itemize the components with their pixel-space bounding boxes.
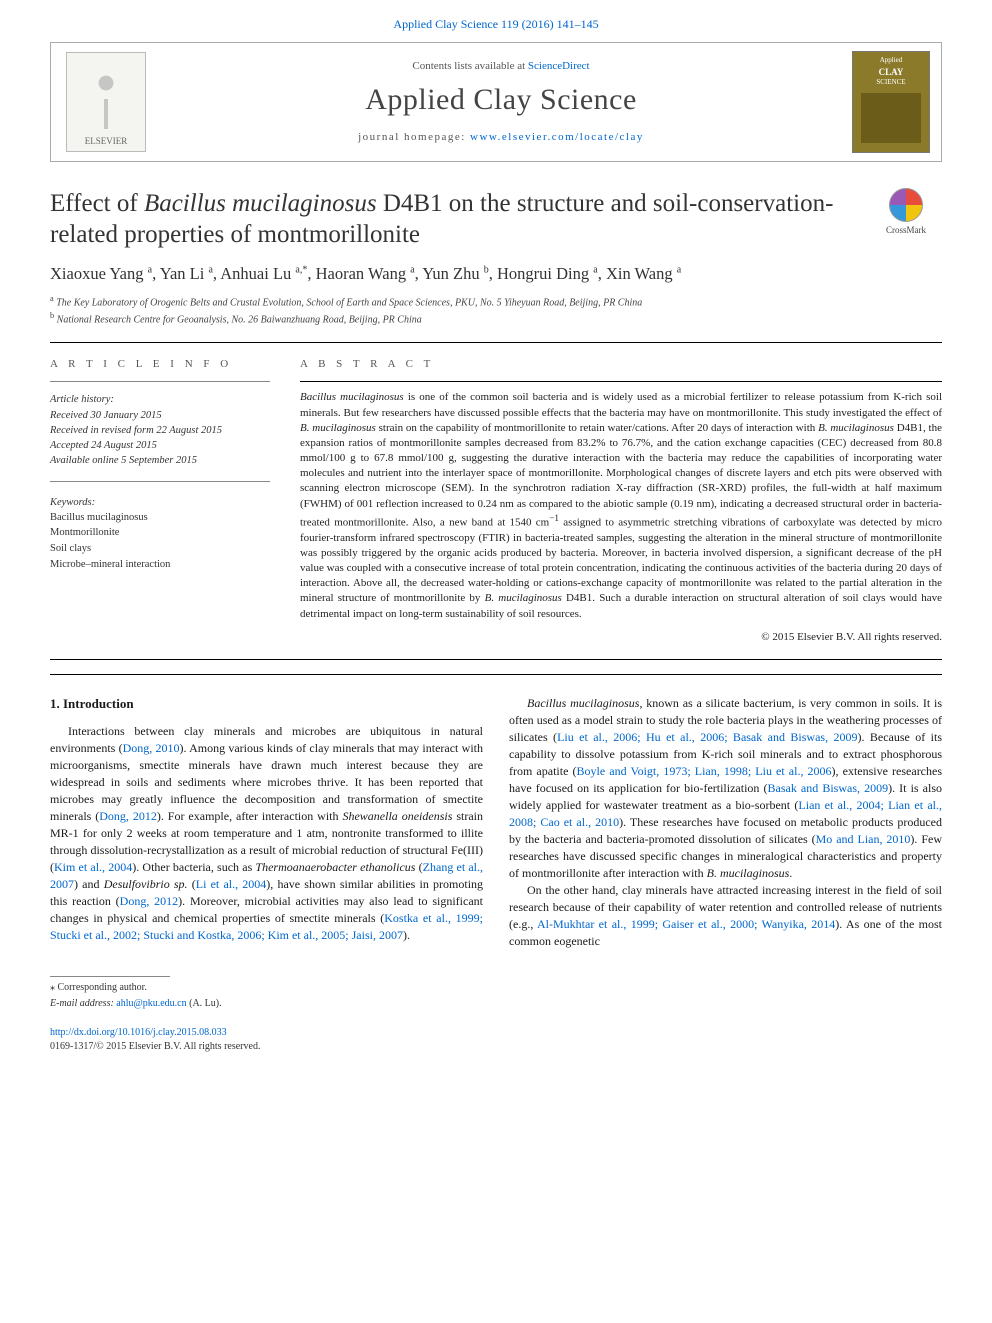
history-revised: Received in revised form 22 August 2015 bbox=[50, 423, 270, 438]
keywords-list: Bacillus mucilaginosusMontmorilloniteSoi… bbox=[50, 510, 270, 573]
cover-label: SCIENCE bbox=[876, 78, 905, 87]
abstract-text: Bacillus mucilaginosus is one of the com… bbox=[300, 390, 942, 621]
article-title: Effect of Bacillus mucilaginosus D4B1 on… bbox=[50, 188, 850, 251]
full-width-rule bbox=[50, 674, 942, 675]
abstract-column: A B S T R A C T Bacillus mucilaginosus i… bbox=[300, 357, 942, 645]
cover-image-icon bbox=[861, 93, 921, 143]
body-text: 1. Introduction Interactions between cla… bbox=[50, 695, 942, 950]
publisher-name: ELSEVIER bbox=[85, 135, 128, 147]
contents-prefix: Contents lists available at bbox=[412, 60, 527, 72]
body-paragraph: On the other hand, clay minerals have at… bbox=[509, 882, 942, 950]
email-line: E-mail address: ahlu@pku.edu.cn (A. Lu). bbox=[50, 997, 942, 1011]
homepage-line: journal homepage: www.elsevier.com/locat… bbox=[358, 130, 644, 145]
title-prefix: Effect of bbox=[50, 190, 144, 217]
affiliation-a: a The Key Laboratory of Orogenic Belts a… bbox=[50, 293, 942, 310]
affiliations: a The Key Laboratory of Orogenic Belts a… bbox=[50, 293, 942, 328]
header-center: Contents lists available at ScienceDirec… bbox=[161, 43, 841, 161]
history-online: Available online 5 September 2015 bbox=[50, 453, 270, 468]
email-link[interactable]: ahlu@pku.edu.cn bbox=[116, 998, 186, 1009]
homepage-link[interactable]: www.elsevier.com/locate/clay bbox=[470, 131, 644, 143]
contents-line: Contents lists available at ScienceDirec… bbox=[412, 59, 589, 74]
title-species: Bacillus mucilaginosus bbox=[144, 190, 377, 217]
body-paragraph: Bacillus mucilaginosus, known as a silic… bbox=[509, 695, 942, 882]
article-info-column: A R T I C L E I N F O Article history: R… bbox=[50, 357, 270, 645]
doi-link[interactable]: http://dx.doi.org/10.1016/j.clay.2015.08… bbox=[50, 1027, 227, 1038]
separator-rule bbox=[50, 659, 942, 660]
affiliation-b: b National Research Centre for Geoanalys… bbox=[50, 310, 942, 327]
article-history: Article history: Received 30 January 201… bbox=[50, 392, 270, 468]
info-rule bbox=[50, 381, 270, 382]
journal-name: Applied Clay Science bbox=[365, 80, 637, 121]
section-heading: 1. Introduction bbox=[50, 695, 483, 713]
history-label: Article history: bbox=[50, 392, 270, 407]
cover-label: CLAY bbox=[879, 66, 904, 78]
doi-line: http://dx.doi.org/10.1016/j.clay.2015.08… bbox=[50, 1026, 942, 1040]
crossmark-label: CrossMark bbox=[886, 224, 926, 236]
journal-ref-link[interactable]: Applied Clay Science 119 (2016) 141–145 bbox=[393, 17, 598, 31]
author-list: Xiaoxue Yang a, Yan Li a, Anhuai Lu a,*,… bbox=[50, 263, 942, 285]
history-accepted: Accepted 24 August 2015 bbox=[50, 438, 270, 453]
copyright-line: © 2015 Elsevier B.V. All rights reserved… bbox=[300, 630, 942, 645]
elsevier-tree-icon bbox=[81, 69, 131, 129]
info-rule bbox=[50, 481, 270, 482]
article-info-heading: A R T I C L E I N F O bbox=[50, 357, 270, 372]
homepage-prefix: journal homepage: bbox=[358, 131, 470, 143]
footnote-rule bbox=[50, 976, 170, 977]
abstract-rule bbox=[300, 381, 942, 382]
page-footer: ⁎ Corresponding author. E-mail address: … bbox=[50, 976, 942, 1053]
crossmark-icon bbox=[889, 188, 923, 222]
corresponding-author: ⁎ Corresponding author. bbox=[50, 981, 942, 995]
journal-reference: Applied Clay Science 119 (2016) 141–145 bbox=[0, 0, 992, 42]
issn-copyright: 0169-1317/© 2015 Elsevier B.V. All right… bbox=[50, 1040, 942, 1054]
abstract-heading: A B S T R A C T bbox=[300, 357, 942, 372]
separator-rule bbox=[50, 342, 942, 343]
email-author-name: (A. Lu). bbox=[189, 998, 222, 1009]
cover-label: Applied bbox=[880, 56, 903, 65]
publisher-logo-box: ELSEVIER bbox=[51, 43, 161, 161]
journal-cover-thumbnail[interactable]: Applied CLAY SCIENCE bbox=[852, 51, 930, 153]
history-received: Received 30 January 2015 bbox=[50, 408, 270, 423]
elsevier-logo[interactable]: ELSEVIER bbox=[66, 52, 146, 152]
journal-header: ELSEVIER Contents lists available at Sci… bbox=[50, 42, 942, 162]
email-label: E-mail address: bbox=[50, 998, 114, 1009]
body-paragraph: Interactions between clay minerals and m… bbox=[50, 723, 483, 944]
keywords-label: Keywords: bbox=[50, 496, 270, 510]
sciencedirect-link[interactable]: ScienceDirect bbox=[528, 60, 590, 72]
cover-thumb-box: Applied CLAY SCIENCE bbox=[841, 43, 941, 161]
crossmark-widget[interactable]: CrossMark bbox=[870, 188, 942, 236]
